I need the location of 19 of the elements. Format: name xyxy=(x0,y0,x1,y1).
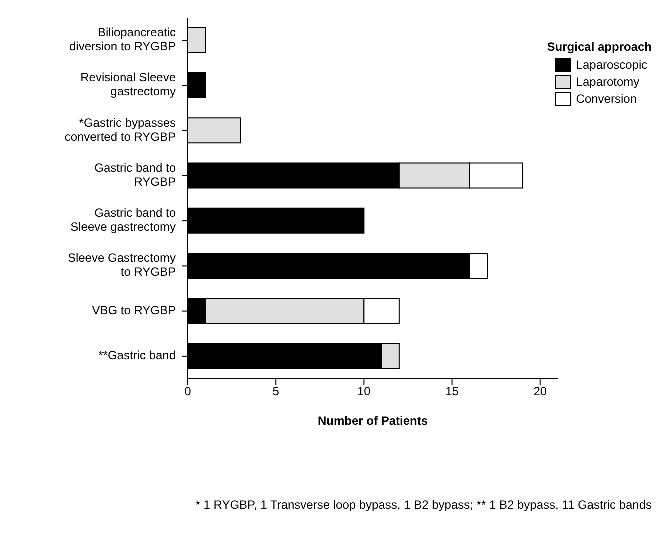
x-axis-title: Number of Patients xyxy=(318,414,428,428)
x-tick-label: 10 xyxy=(358,384,372,399)
x-tick-label: 5 xyxy=(272,384,280,399)
legend-label: Laparoscopic xyxy=(575,56,649,73)
legend-label: Laparotomy xyxy=(575,74,641,90)
x-tick-label: 0 xyxy=(184,384,192,399)
y-tick-label: **Gastric band xyxy=(98,348,176,363)
x-tick-label: 15 xyxy=(446,384,460,399)
y-tick-label: Revisional Sleeve gastrectomy xyxy=(80,70,176,99)
y-tick-label: Gastric band to Sleeve gastrectomy xyxy=(70,206,176,234)
y-tick-label: VBG to RYGBP xyxy=(92,303,176,318)
x-tick-label: 20 xyxy=(534,384,548,399)
y-tick-label: Sleeve Gastrectomy to RYGBP xyxy=(68,251,176,280)
legend-label: Conversion xyxy=(575,90,638,107)
text: * 1 RYGBP, 1 Transverse loop bypass, 1 B2 bypass; ** 1 B2 bypass, 11 Gastric bands xyxy=(194,498,653,512)
legend-title: Surgical approach xyxy=(547,40,652,54)
y-tick-label: Biliopancreatic diversion to RYGBP xyxy=(70,26,176,54)
y-tick-label: *Gastric bypasses converted to RYGBP xyxy=(64,116,176,144)
y-tick-label: Gastric band to RYGBP xyxy=(94,161,176,190)
